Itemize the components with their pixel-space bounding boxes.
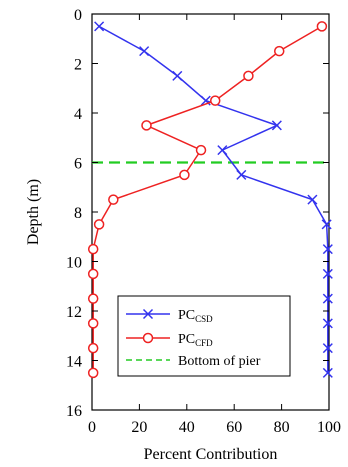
y-tick-label: 6 (74, 156, 82, 173)
data-point-pc-cfd (87, 342, 99, 354)
data-point-pc-cfd (108, 194, 119, 205)
data-point-pc-csd (322, 318, 333, 329)
data-point-pc-cfd (87, 268, 99, 280)
y-axis-label: Depth (m) (25, 179, 42, 245)
data-point-pc-csd (321, 219, 332, 230)
data-point-pc-csd (217, 145, 228, 156)
data-point-pc-cfd (87, 367, 99, 379)
y-tick-label: 2 (74, 57, 82, 74)
series-pc-csd (94, 21, 333, 378)
data-point-pc-csd (322, 367, 333, 378)
axes: 0 20 40 60 80 100 0 2 4 6 8 10 12 14 16 (66, 7, 341, 436)
series-layer (87, 21, 333, 379)
data-point-pc-csd (94, 21, 105, 32)
legend-marker-pc-cfd (142, 332, 154, 344)
legend-item-pc-cfd: PCCFD (126, 332, 213, 348)
data-point-pc-csd (139, 46, 150, 57)
legend-label-bottom-of-pier: Bottom of pier (178, 354, 261, 369)
data-point-pc-csd (172, 70, 183, 81)
y-tick-label: 12 (66, 304, 82, 321)
legend-label-pc-csd: PCCSD (178, 308, 213, 324)
x-axis-label: Percent Contribution (144, 446, 278, 463)
data-point-pc-csd (322, 268, 333, 279)
data-point-pc-csd (307, 194, 318, 205)
y-tick-label: 4 (74, 106, 82, 123)
data-point-pc-cfd (179, 169, 190, 181)
data-point-pc-csd (271, 120, 282, 131)
data-point-pc-csd (236, 169, 247, 180)
x-tick-label: 100 (317, 419, 341, 436)
y-tick-label: 0 (74, 7, 82, 24)
series-pc-cfd (87, 21, 328, 379)
data-point-pc-cfd (273, 45, 285, 57)
legend-marker-pc-csd (142, 308, 154, 320)
data-point-pc-cfd (93, 219, 105, 230)
y-tick-label: 16 (66, 403, 82, 420)
data-point-pc-cfd (195, 144, 207, 156)
legend-label-pc-cfd: PCCFD (178, 332, 213, 348)
legend-item-bottom-of-pier: Bottom of pier (126, 354, 261, 369)
data-point-pc-cfd (243, 70, 254, 82)
data-point-pc-cfd (87, 243, 99, 255)
x-tick-label: 60 (226, 419, 242, 436)
data-point-pc-csd (322, 293, 333, 304)
x-tick-label: 0 (88, 419, 96, 436)
y-tick-label: 14 (66, 354, 82, 371)
data-point-pc-cfd (316, 21, 328, 32)
data-point-pc-cfd (141, 120, 152, 131)
legend-item-pc-csd: PCCSD (126, 308, 213, 324)
y-tick-label: 10 (66, 255, 82, 272)
data-point-pc-csd (322, 343, 333, 354)
x-tick-label: 20 (131, 419, 147, 436)
y-tick-label: 8 (74, 205, 82, 222)
legend: PCCSD PCCFD Bottom of pier (117, 295, 291, 377)
data-point-pc-cfd (87, 318, 99, 329)
data-point-pc-csd (322, 244, 333, 255)
data-point-pc-cfd (87, 293, 99, 304)
x-tick-label: 80 (274, 419, 290, 436)
data-point-pc-cfd (209, 95, 221, 106)
x-tick-label: 40 (179, 419, 195, 436)
